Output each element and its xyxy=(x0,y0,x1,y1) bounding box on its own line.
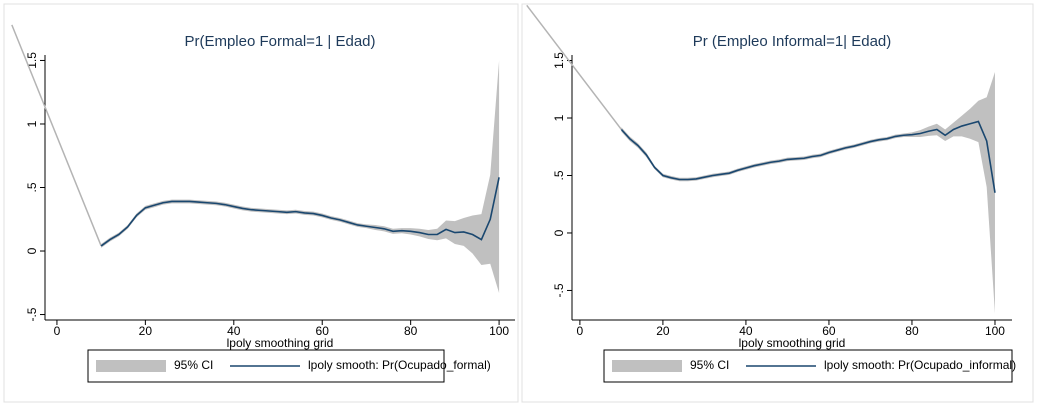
legend-label: lpoly smooth: Pr(Ocupado_formal) xyxy=(308,358,491,372)
y-tick-label: 1 xyxy=(552,114,566,121)
y-tick-label: 1 xyxy=(25,120,39,127)
chart-panel: Pr (Empleo Informal=1| Edad) -.5 0 .5 1 1.5 0 2… xyxy=(521,3,1034,403)
series-line xyxy=(100,177,500,247)
x-tick-label: 60 xyxy=(316,324,330,338)
y-tick-label: .5 xyxy=(552,170,566,180)
panel-frame xyxy=(3,3,519,403)
y-tick-label: 0 xyxy=(25,247,39,254)
legend-label: 95% CI xyxy=(174,358,213,372)
x-tick-label: 100 xyxy=(985,324,1005,338)
legend-label: lpoly smooth: Pr(Ocupado_informal) xyxy=(824,358,1016,372)
legend-label: 95% CI xyxy=(690,358,729,372)
x-tick-label: 40 xyxy=(227,324,241,338)
x-tick-label: 20 xyxy=(139,324,153,338)
y-tick-label: 1.5 xyxy=(552,52,566,69)
x-tick-label: 80 xyxy=(905,324,919,338)
panel-frame xyxy=(521,3,1034,403)
ci-band xyxy=(101,60,500,293)
x-tick-label: 60 xyxy=(822,324,836,338)
y-tick-label: -.5 xyxy=(552,283,566,297)
legend-swatch xyxy=(96,360,166,372)
x-tick-label: 0 xyxy=(54,324,61,338)
legend-swatch xyxy=(612,360,682,372)
x-tick-label: 20 xyxy=(656,324,670,338)
x-axis-label: lpoly smoothing grid xyxy=(739,336,846,350)
y-tick-label: -.5 xyxy=(25,307,39,321)
series-line xyxy=(620,120,996,193)
chart-title: Pr (Empleo Informal=1| Edad) xyxy=(693,33,892,50)
guide-line xyxy=(526,4,622,130)
y-tick-label: 1.5 xyxy=(25,52,39,69)
y-tick-label: .5 xyxy=(25,182,39,192)
x-tick-label: 100 xyxy=(489,324,509,338)
guide-line xyxy=(11,24,102,247)
x-tick-label: 40 xyxy=(739,324,753,338)
y-tick-label: 0 xyxy=(552,229,566,236)
ci-band xyxy=(621,72,995,314)
x-tick-label: 0 xyxy=(577,324,584,338)
chart-title: Pr(Empleo Formal=1 | Edad) xyxy=(184,33,375,50)
chart-panel: Pr(Empleo Formal=1 | Edad) -.5 0 .5 1 1.5 0 20 4… xyxy=(3,3,519,403)
x-axis-label: lpoly smoothing grid xyxy=(227,336,334,350)
x-tick-label: 80 xyxy=(404,324,418,338)
